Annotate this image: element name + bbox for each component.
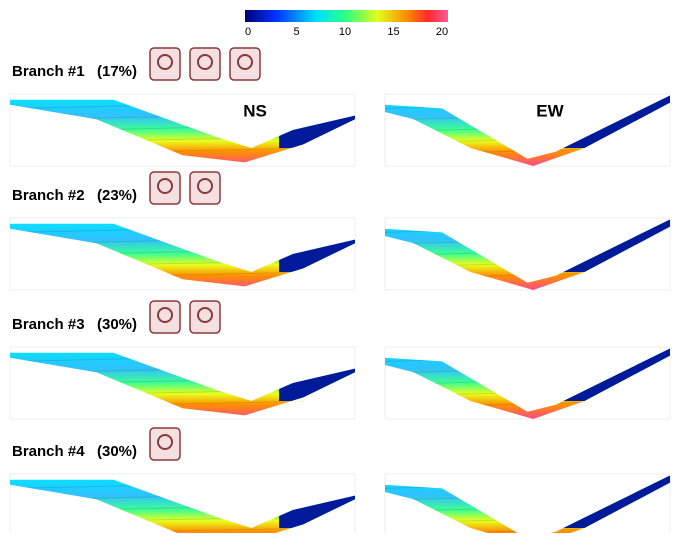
- model-icon: [190, 301, 220, 333]
- branch-weight: (17%): [97, 63, 137, 80]
- layer-boundary: [385, 516, 670, 523]
- cross-section: [10, 474, 355, 533]
- cross-section: [385, 218, 670, 290]
- branch-name: Branch #2: [12, 187, 85, 204]
- model-icon: [150, 48, 180, 80]
- layer-boundary: [10, 493, 355, 500]
- branch-name: Branch #1: [12, 63, 85, 80]
- model-icon: [190, 48, 220, 80]
- cross-section: [10, 347, 355, 419]
- bedrock: [279, 218, 355, 272]
- bedrock: [556, 347, 670, 401]
- colorbar: [245, 10, 448, 22]
- model-icon: [230, 48, 260, 80]
- colorbar-tick-label: 10: [339, 26, 351, 38]
- panel-frame: [385, 218, 670, 290]
- layer-boundary: [385, 147, 670, 154]
- panel-frame: [385, 347, 670, 419]
- cross-section: [385, 347, 670, 419]
- branch-weight: (30%): [97, 443, 137, 460]
- model-icon: [150, 428, 180, 460]
- colorbar-tick-label: 5: [293, 26, 299, 38]
- layer-boundary: [385, 389, 670, 396]
- soil-layers: [385, 94, 670, 166]
- cross-section: [385, 94, 670, 166]
- layer-boundary: [385, 225, 670, 232]
- layer-boundary: [385, 481, 670, 488]
- model-icon: [190, 172, 220, 204]
- bedrock: [556, 94, 670, 148]
- layer-boundary: [10, 366, 355, 373]
- branch-name: Branch #4: [12, 443, 85, 460]
- colorbar-tick-label: 20: [436, 26, 448, 38]
- bedrock: [279, 94, 355, 148]
- branch-name: Branch #3: [12, 316, 85, 333]
- figure: NS EW 0 5 10 15 20 Branch #1 (17%) Branch #2 (23…: [0, 0, 673, 533]
- layer-boundary: [10, 237, 355, 244]
- soil-layers: [385, 218, 670, 290]
- bedrock: [556, 218, 670, 272]
- layer-boundary: [385, 527, 670, 533]
- layer-boundary: [385, 271, 670, 278]
- model-icon: [150, 172, 180, 204]
- layer-boundary: [10, 113, 355, 120]
- model-icon: [150, 301, 180, 333]
- layer-boundary: [385, 400, 670, 407]
- cross-section: [10, 94, 355, 166]
- bedrock: [279, 347, 355, 401]
- layer-boundary: [385, 260, 670, 267]
- soil-layers: [385, 347, 670, 419]
- bedrock: [279, 474, 355, 528]
- colorbar-tick-label: 0: [245, 26, 251, 38]
- ew-label: EW: [536, 101, 564, 120]
- layer-boundary: [385, 136, 670, 143]
- ns-label: NS: [243, 101, 267, 120]
- panel-frame: [385, 94, 670, 166]
- bedrock: [556, 474, 670, 528]
- branch-weight: (23%): [97, 187, 137, 204]
- cross-section: [10, 218, 355, 290]
- branch-weight: (30%): [97, 316, 137, 333]
- cross-section: [385, 474, 670, 533]
- layer-boundary: [385, 101, 670, 108]
- colorbar-tick-label: 15: [387, 26, 399, 38]
- layer-boundary: [385, 354, 670, 361]
